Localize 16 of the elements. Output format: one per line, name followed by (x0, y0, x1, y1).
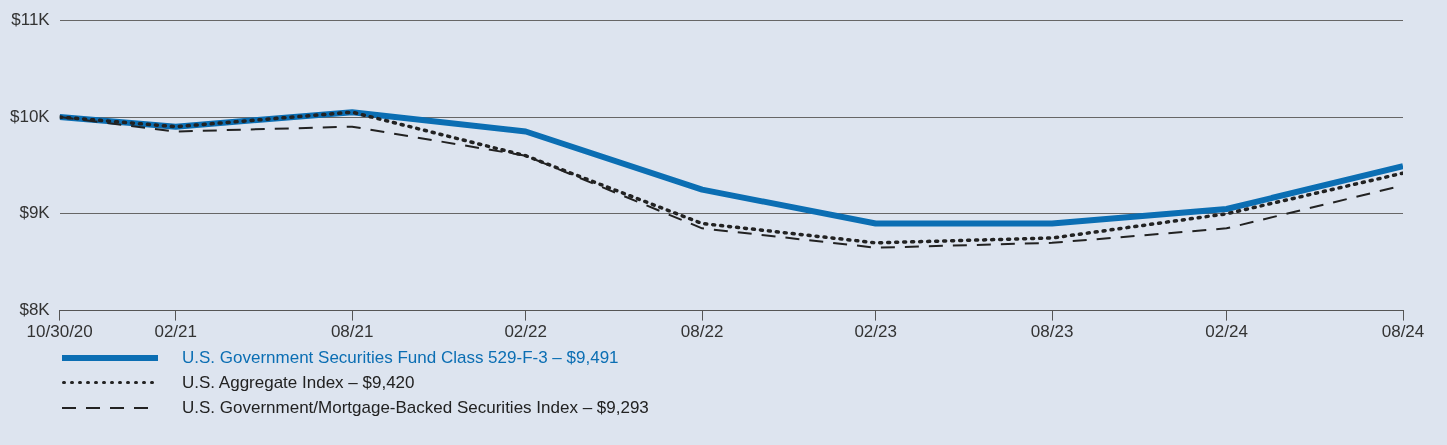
x-tick-label: 08/24 (1381, 322, 1425, 342)
y-tick-label: $9K (19, 203, 51, 223)
x-tick-label: 02/22 (504, 322, 547, 342)
text: U.S. Government Securities Fund Class 529-F-3 – $9,491 (182, 347, 619, 368)
x-tick-label: 08/23 (1030, 322, 1074, 342)
x-tick-label: 10/30/20 (26, 322, 93, 342)
x-tick-label: 02/24 (1205, 322, 1248, 342)
x-tick-label: 02/23 (854, 322, 897, 342)
x-tick-label: 08/21 (330, 322, 374, 342)
legend-label: U.S. Government/Mortgage-Backed Securities Index – $9,293 (182, 397, 649, 418)
x-tick-label: 02/21 (154, 322, 197, 342)
y-tick-label: $11K (11, 9, 51, 29)
y-tick-label: $8K (19, 300, 51, 320)
y-tick-label: $10K (10, 106, 51, 126)
legend-label: U.S. Aggregate Index – $9,420 (182, 372, 415, 393)
x-tick-label: 08/22 (680, 322, 724, 342)
